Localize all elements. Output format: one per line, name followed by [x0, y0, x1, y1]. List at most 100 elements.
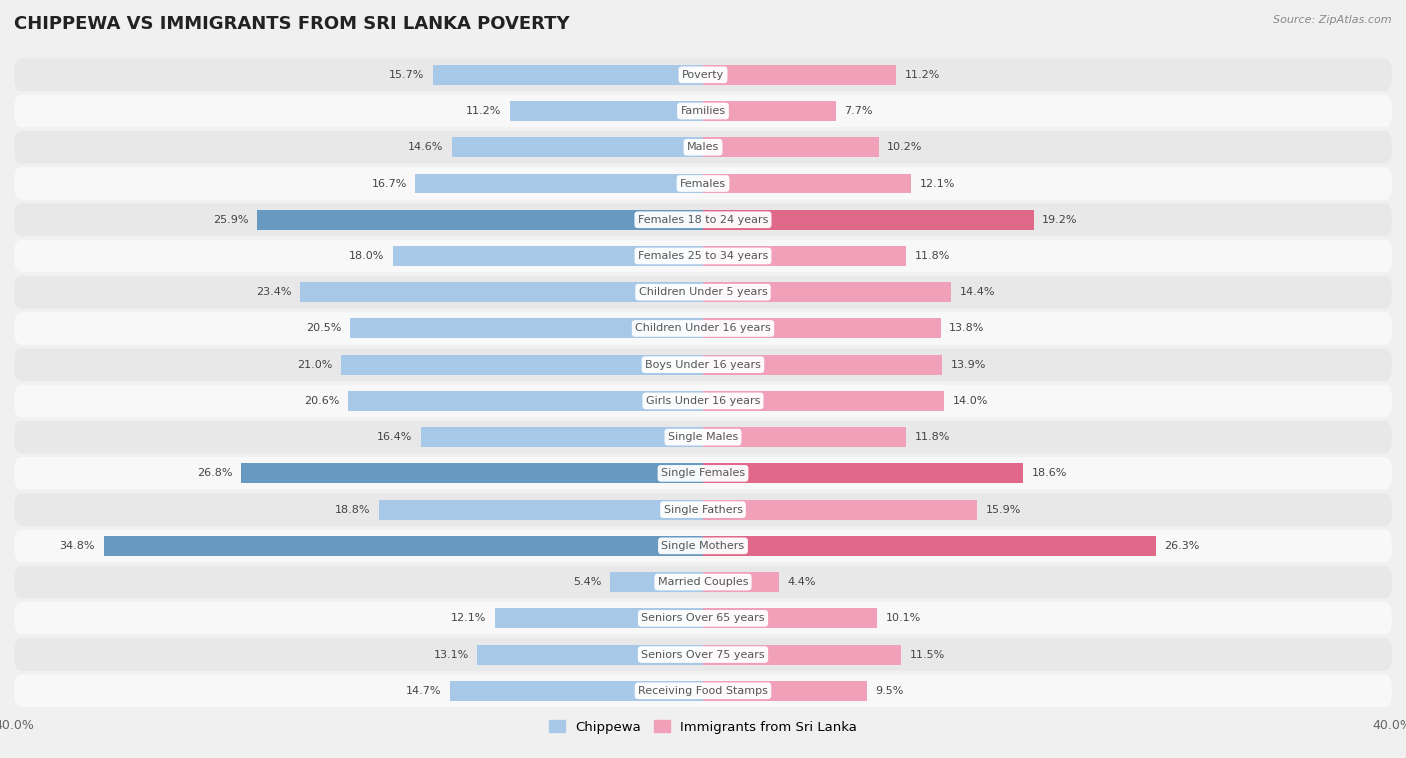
Text: Children Under 16 years: Children Under 16 years [636, 324, 770, 334]
FancyBboxPatch shape [14, 240, 1392, 272]
Text: 18.8%: 18.8% [335, 505, 371, 515]
FancyBboxPatch shape [14, 312, 1392, 345]
Text: 5.4%: 5.4% [574, 577, 602, 587]
Text: Families: Families [681, 106, 725, 116]
Text: Single Males: Single Males [668, 432, 738, 442]
FancyBboxPatch shape [14, 602, 1392, 634]
Bar [478, 644, 703, 665]
Text: 21.0%: 21.0% [297, 360, 333, 370]
Bar [299, 282, 703, 302]
Text: 9.5%: 9.5% [875, 686, 904, 696]
Text: 13.9%: 13.9% [950, 360, 987, 370]
Bar [415, 174, 703, 193]
FancyBboxPatch shape [14, 349, 1392, 381]
Text: Seniors Over 75 years: Seniors Over 75 years [641, 650, 765, 659]
Bar [703, 391, 945, 411]
Text: 23.4%: 23.4% [256, 287, 291, 297]
Text: 26.8%: 26.8% [197, 468, 233, 478]
Text: 11.2%: 11.2% [904, 70, 939, 80]
Text: 11.8%: 11.8% [915, 432, 950, 442]
FancyBboxPatch shape [14, 675, 1392, 707]
Text: 16.4%: 16.4% [377, 432, 412, 442]
Bar [342, 355, 703, 374]
Bar [703, 609, 877, 628]
Text: 13.1%: 13.1% [433, 650, 468, 659]
Text: Seniors Over 65 years: Seniors Over 65 years [641, 613, 765, 623]
Bar [703, 101, 835, 121]
Text: 13.8%: 13.8% [949, 324, 984, 334]
Bar [450, 681, 703, 700]
Text: 20.6%: 20.6% [304, 396, 340, 406]
Text: Receiving Food Stamps: Receiving Food Stamps [638, 686, 768, 696]
Text: Single Fathers: Single Fathers [664, 505, 742, 515]
Bar [703, 318, 941, 338]
Bar [703, 500, 977, 519]
Text: 15.7%: 15.7% [388, 70, 425, 80]
FancyBboxPatch shape [14, 276, 1392, 309]
Bar [610, 572, 703, 592]
Bar [495, 609, 703, 628]
Text: 16.7%: 16.7% [371, 178, 406, 189]
Text: Poverty: Poverty [682, 70, 724, 80]
Bar [349, 391, 703, 411]
Bar [420, 428, 703, 447]
FancyBboxPatch shape [14, 168, 1392, 200]
Bar [104, 536, 703, 556]
Text: 12.1%: 12.1% [450, 613, 486, 623]
Bar [392, 246, 703, 266]
Bar [433, 65, 703, 85]
Bar [703, 536, 1156, 556]
Text: 11.5%: 11.5% [910, 650, 945, 659]
Text: 7.7%: 7.7% [844, 106, 873, 116]
Bar [703, 428, 907, 447]
Bar [703, 65, 896, 85]
Text: 19.2%: 19.2% [1042, 215, 1078, 224]
Bar [703, 246, 907, 266]
Bar [242, 463, 703, 484]
Bar [510, 101, 703, 121]
Text: 26.3%: 26.3% [1164, 541, 1199, 551]
Text: Males: Males [688, 143, 718, 152]
Text: 4.4%: 4.4% [787, 577, 815, 587]
Text: 18.6%: 18.6% [1032, 468, 1067, 478]
Text: Females 25 to 34 years: Females 25 to 34 years [638, 251, 768, 261]
Text: Girls Under 16 years: Girls Under 16 years [645, 396, 761, 406]
Bar [703, 174, 911, 193]
Text: 15.9%: 15.9% [986, 505, 1021, 515]
FancyBboxPatch shape [14, 384, 1392, 417]
Text: 14.6%: 14.6% [408, 143, 443, 152]
Bar [703, 572, 779, 592]
Text: Single Mothers: Single Mothers [661, 541, 745, 551]
Text: Females 18 to 24 years: Females 18 to 24 years [638, 215, 768, 224]
FancyBboxPatch shape [14, 530, 1392, 562]
Bar [703, 137, 879, 157]
Text: 34.8%: 34.8% [59, 541, 96, 551]
Text: 12.1%: 12.1% [920, 178, 956, 189]
Text: 18.0%: 18.0% [349, 251, 384, 261]
FancyBboxPatch shape [14, 131, 1392, 164]
FancyBboxPatch shape [14, 421, 1392, 453]
Bar [703, 681, 866, 700]
Text: 14.7%: 14.7% [406, 686, 441, 696]
FancyBboxPatch shape [14, 638, 1392, 671]
Bar [703, 463, 1024, 484]
Bar [703, 282, 950, 302]
Text: 14.4%: 14.4% [960, 287, 995, 297]
Text: Source: ZipAtlas.com: Source: ZipAtlas.com [1274, 15, 1392, 25]
Text: 11.8%: 11.8% [915, 251, 950, 261]
Text: 25.9%: 25.9% [212, 215, 249, 224]
Bar [380, 500, 703, 519]
FancyBboxPatch shape [14, 58, 1392, 91]
Text: 11.2%: 11.2% [467, 106, 502, 116]
Bar [451, 137, 703, 157]
Text: 14.0%: 14.0% [953, 396, 988, 406]
Text: Boys Under 16 years: Boys Under 16 years [645, 360, 761, 370]
Bar [703, 210, 1033, 230]
Legend: Chippewa, Immigrants from Sri Lanka: Chippewa, Immigrants from Sri Lanka [544, 715, 862, 739]
FancyBboxPatch shape [14, 457, 1392, 490]
Text: Children Under 5 years: Children Under 5 years [638, 287, 768, 297]
Text: Females: Females [681, 178, 725, 189]
FancyBboxPatch shape [14, 565, 1392, 598]
Text: 20.5%: 20.5% [307, 324, 342, 334]
Text: Single Females: Single Females [661, 468, 745, 478]
